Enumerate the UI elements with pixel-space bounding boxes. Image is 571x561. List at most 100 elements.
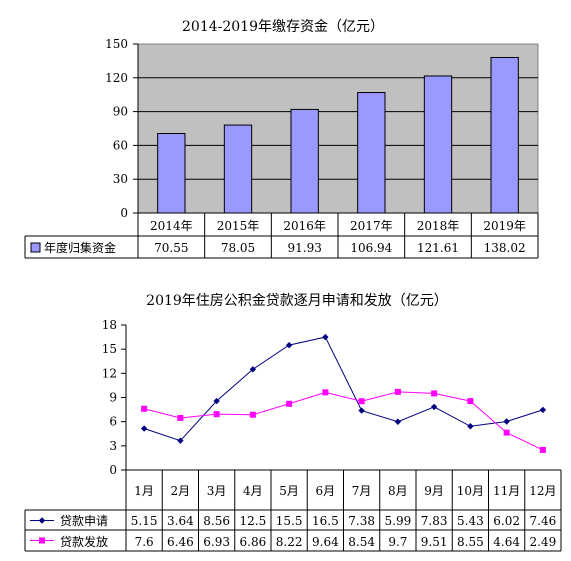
bar-value-label: 91.93 — [287, 241, 321, 255]
bar — [357, 92, 386, 214]
bar-y-tick-label: 60 — [113, 138, 128, 152]
data-point-marker — [286, 400, 293, 407]
line-value-label: 7.38 — [348, 514, 375, 528]
bar-chart: 2014-2019年缴存资金（亿元） 0 30 60 90 120 150 2014年 70… — [24, 19, 539, 259]
line-value-label: 8.55 — [457, 535, 484, 549]
bar-data-table: 2014年 70.55 2015年 78.05 2016年 91.93 2017年 106.9… — [24, 212, 539, 259]
bar-y-tick-label: 120 — [105, 71, 128, 85]
line-value-label: 8.56 — [203, 514, 230, 528]
x-category-label: 2016年 — [283, 219, 326, 233]
line-value-label: 9.51 — [421, 535, 448, 549]
data-point-marker — [322, 389, 329, 396]
x-category-label: 7月 — [352, 484, 372, 498]
bar-gridlines — [138, 77, 538, 180]
data-point-marker — [467, 398, 474, 405]
legend-label: 贷款申请 — [60, 514, 108, 528]
line-value-label: 8.22 — [276, 535, 303, 549]
line-y-tick-label: 0 — [109, 463, 117, 477]
legend-label: 年度归集资金 — [44, 240, 116, 255]
legend-marker — [38, 517, 46, 524]
data-point-marker — [503, 429, 510, 436]
bar-value-label: 138.02 — [484, 241, 526, 255]
data-point-marker — [467, 423, 474, 430]
x-category-label: 12月 — [529, 484, 556, 498]
line-chart: 2019年住房公积金贷款逐月申请和发放（亿元） 0 3 6 9 12 15 18 1月 5.1… — [24, 293, 562, 552]
x-category-label: 2014年 — [150, 219, 193, 233]
line-value-label: 6.02 — [493, 514, 520, 528]
line-y-tick-label: 15 — [102, 342, 117, 356]
line-value-label: 2.49 — [530, 535, 557, 549]
line-value-label: 8.54 — [348, 535, 375, 549]
line-value-label: 6.86 — [240, 535, 267, 549]
line-value-label: 9.64 — [312, 535, 339, 549]
bar-y-tick-label: 0 — [120, 206, 128, 220]
data-point-marker — [285, 341, 293, 349]
line-value-label: 7.6 — [135, 535, 154, 549]
data-point-marker — [430, 403, 438, 411]
line-value-label: 6.46 — [167, 535, 194, 549]
line-value-label: 9.7 — [388, 535, 407, 549]
line-y-tick-label: 3 — [109, 439, 117, 453]
data-point-marker — [322, 333, 329, 341]
data-point-marker — [177, 437, 184, 444]
line-plot-area — [126, 325, 561, 470]
x-category-label: 2015年 — [217, 219, 260, 233]
data-point-marker — [249, 411, 256, 418]
data-point-marker — [431, 390, 438, 397]
bar — [423, 75, 453, 214]
bar-value-label: 70.55 — [154, 241, 188, 255]
x-category-label: 2018年 — [417, 219, 460, 233]
bar — [157, 133, 186, 214]
x-category-label: 4月 — [243, 484, 263, 498]
line-y-tick-label: 12 — [102, 366, 117, 380]
line-value-label: 6.93 — [203, 535, 230, 549]
line-value-label: 5.99 — [385, 514, 412, 528]
x-category-label: 1月 — [134, 484, 154, 498]
line-value-label: 7.46 — [530, 514, 557, 528]
x-category-label: 2017年 — [350, 219, 393, 233]
x-category-label: 5月 — [279, 484, 299, 498]
line-y-tick-label: 6 — [109, 415, 117, 429]
x-category-label: 2月 — [171, 484, 191, 498]
line-value-label: 4.64 — [493, 535, 520, 549]
x-category-label: 6月 — [316, 484, 336, 498]
bar-y-axis: 0 30 60 90 120 150 — [105, 37, 139, 220]
line-value-label: 16.5 — [312, 514, 339, 528]
x-category-label: 2019年 — [483, 219, 526, 233]
data-point-marker — [539, 406, 547, 414]
data-point-marker — [249, 366, 257, 373]
bar-plot-area — [137, 43, 539, 214]
bar-chart-title: 2014-2019年缴存资金（亿元） — [182, 19, 384, 35]
data-point-marker — [394, 418, 402, 425]
data-point-marker — [358, 407, 365, 414]
data-point-marker — [213, 411, 220, 418]
line-data-table: 1月 5.15 7.6 2月 3.64 6.46 3月 8.56 6.93 4月 12.5 6.86 5… — [24, 469, 562, 552]
data-point-marker — [177, 414, 184, 421]
x-category-label: 3月 — [207, 484, 227, 498]
data-point-marker — [539, 446, 546, 453]
series-line-2 — [144, 391, 544, 451]
line-value-label: 3.64 — [167, 514, 194, 528]
bar — [290, 108, 319, 214]
x-category-label: 10月 — [457, 484, 484, 498]
bar-value-label: 78.05 — [221, 241, 255, 255]
line-y-axis: 0 3 6 9 12 15 18 — [102, 318, 127, 477]
bar-value-label: 121.61 — [417, 241, 459, 255]
data-point-marker — [213, 397, 220, 405]
x-category-label: 11月 — [493, 484, 520, 498]
bar-y-tick-label: 30 — [113, 172, 128, 186]
legend-label: 贷款发放 — [60, 534, 108, 549]
line-y-tick-label: 18 — [102, 318, 117, 332]
legend-swatch — [30, 242, 41, 253]
line-chart-title: 2019年住房公积金贷款逐月申请和发放（亿元） — [146, 293, 448, 309]
data-point-marker — [503, 418, 510, 425]
line-value-label: 5.43 — [457, 514, 484, 528]
legend-marker — [39, 537, 45, 544]
bar — [490, 56, 519, 214]
line-series — [140, 333, 547, 453]
data-point-marker — [140, 425, 148, 432]
x-category-label: 8月 — [388, 484, 408, 498]
bar-y-tick-label: 150 — [105, 37, 128, 51]
line-value-label: 5.15 — [131, 514, 158, 528]
bar-value-label: 106.94 — [350, 241, 392, 255]
